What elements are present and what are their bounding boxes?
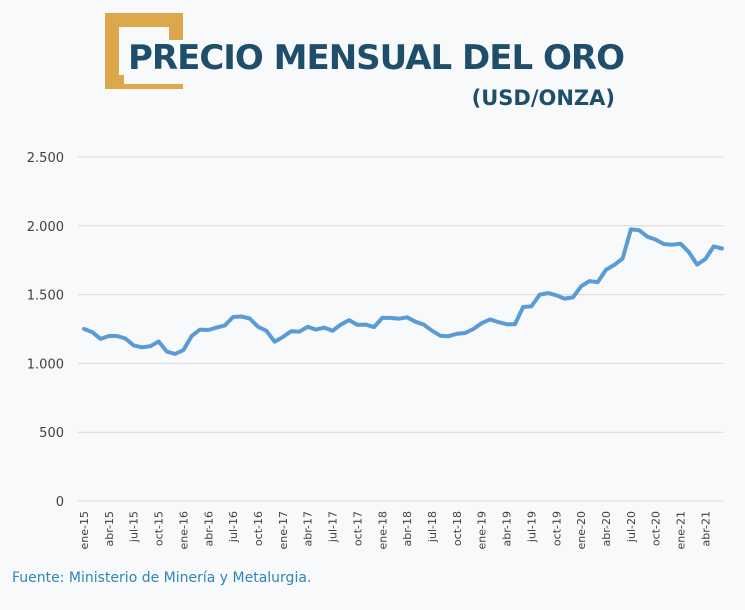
x-tick-label: oct-17 [351,511,364,546]
chart-title: PRECIO MENSUAL DEL ORO [128,38,625,78]
x-tick-label: jul-16 [227,511,240,543]
x-tick-label: oct-20 [650,511,663,546]
y-axis-ticks: 0 500 1.000 1.500 2.000 2.500 [27,151,64,510]
x-tick-label: ene-19 [476,511,489,549]
x-tick-label: abr-16 [202,511,215,547]
x-tick-label: abr-18 [401,511,414,547]
y-tick-label: 1.500 [27,289,64,304]
x-tick-label: ene-18 [376,511,389,549]
x-tick-label: ene-15 [78,511,91,549]
y-tick-label: 2.500 [27,151,64,166]
x-tick-label: ene-17 [277,511,290,549]
y-tick-label: 2.000 [27,220,64,235]
x-axis-ticks: ene-15 abr-15 jul-15 oct-15 ene-16 abr-16 jul-… [78,511,712,549]
gold-price-line [82,227,724,356]
source-note: Fuente: Ministerio de Minería y Metalurg… [12,570,312,586]
gridlines [78,156,724,433]
y-tick-label: 500 [39,426,64,441]
x-tick-label: ene-21 [675,511,688,549]
x-tick-label: abr-19 [501,511,514,547]
chart-subtitle: (USD/ONZA) [471,86,615,110]
x-tick-label: jul-18 [426,511,439,543]
x-tick-label: oct-16 [252,511,265,546]
y-tick-label: 0 [56,495,64,510]
x-tick-label: jul-19 [525,511,538,543]
x-tick-label: abr-17 [302,511,315,547]
x-tick-label: oct-15 [153,511,166,546]
x-tick-label: ene-16 [177,511,190,549]
x-tick-label: abr-15 [103,511,116,547]
y-tick-label: 1.000 [27,357,64,372]
x-tick-label: jul-17 [327,511,340,543]
x-tick-label: abr-21 [699,511,712,547]
x-tick-label: oct-19 [550,511,563,546]
x-tick-label: abr-20 [600,511,613,547]
x-tick-label: jul-15 [128,511,141,543]
x-tick-label: ene-20 [575,511,588,549]
x-tick-label: jul-20 [625,511,638,543]
x-tick-label: oct-18 [451,511,464,546]
